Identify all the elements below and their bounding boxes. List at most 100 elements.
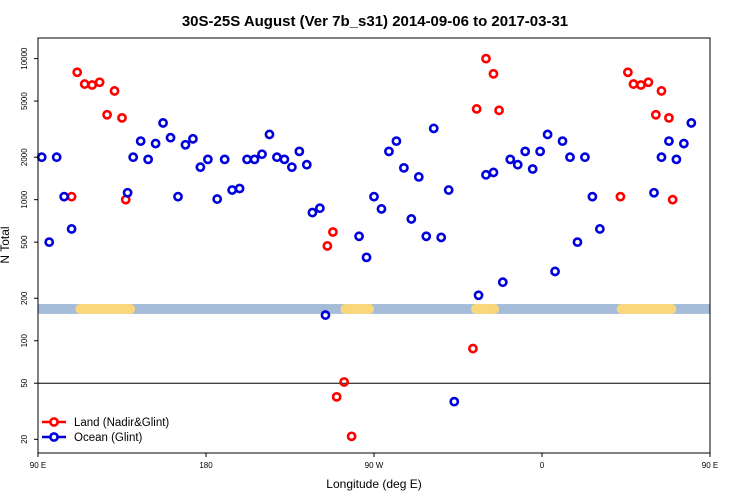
ocean-point [398,162,409,173]
land-point [622,67,633,78]
x-tick-label: 90 E [30,461,46,470]
ocean-point [173,191,183,202]
ocean-point [195,162,206,173]
ocean-point [557,136,568,147]
ocean-point [307,207,318,218]
land-point [102,109,112,120]
land-point [667,194,678,205]
land-point [494,105,504,116]
ocean-point [36,152,47,163]
ocean-point [249,154,260,165]
ocean-point [671,154,682,165]
data-points [36,53,697,442]
y-tick-label: 5000 [20,92,29,110]
land-point [468,343,478,354]
land-point [66,191,77,202]
x-axis-label: Longitude (deg E) [326,477,421,491]
ocean-point [314,203,325,214]
ocean-point [481,169,491,180]
ocean-point [66,224,77,234]
land-point [643,77,654,88]
ocean-point [384,146,394,157]
ocean-point [594,224,605,234]
ocean-point [272,152,282,163]
land-point [79,79,90,89]
ocean-point [286,162,297,173]
ocean-point [678,138,689,149]
ocean-point [413,172,424,182]
band-land-segment [616,304,677,314]
ocean-point [165,132,176,143]
x-tick-label: 90 E [702,461,718,470]
ocean-point [488,167,499,178]
ocean-point [227,185,238,195]
y-tick-label: 2000 [20,148,29,166]
ocean-point [421,231,432,242]
legend: Land (Nadir&Glint) Ocean (Glint) [42,417,169,444]
land-point [650,109,661,120]
y-tick-label: 50 [20,378,29,387]
legend-label: Land (Nadir&Glint) [74,417,169,429]
ocean-point [565,152,575,163]
ocean-point [202,154,213,165]
ocean-point [587,191,598,202]
land-point [664,112,674,123]
ocean-point [527,164,538,174]
ocean-point [512,159,523,170]
ocean-point [649,187,659,198]
ocean-point [264,129,275,140]
ocean-point [188,133,198,144]
land-point [322,241,333,251]
ocean-point [158,118,168,128]
chart-title: 30S-25S August (Ver 7b_s31) 2014-09-06 t… [182,13,568,30]
ocean-point [135,136,146,147]
ocean-point [505,154,516,165]
ocean-point [122,187,133,198]
legend-label: Ocean (Glint) [74,432,143,444]
ocean-point [436,232,447,243]
band-land-segment [340,304,374,314]
ocean-point [234,183,245,194]
ocean-point [580,152,590,163]
band-land-segment [75,304,136,314]
ocean-point [406,214,417,224]
ocean-point [212,194,223,204]
x-tick-label: 180 [199,461,213,470]
land-point [471,104,482,114]
land-point [87,80,98,90]
y-axis: 20 50 100 200 500 1000 2000 5000 10000 [20,47,38,444]
ocean-point [128,152,139,163]
ocean-point [369,191,379,202]
land-point [339,377,350,387]
ocean-point [279,154,290,165]
y-tick-label: 10000 [20,47,29,70]
legend-marker [49,432,59,442]
land-point [488,68,499,79]
x-axis: 90 E 180 90 W 0 90 E [30,453,718,470]
ocean-point [391,136,402,147]
ocean-point [361,252,372,263]
land-point [481,53,491,64]
ocean-point [180,139,191,150]
ocean-point [473,290,484,301]
ocean-point [51,152,62,163]
ocean-point [656,152,667,163]
land-point [636,80,646,90]
land-point [94,77,105,88]
ocean-point [497,277,508,288]
ocean-point [242,154,252,165]
y-tick-label: 500 [20,235,29,249]
land-point [72,67,83,78]
ocean-point [257,149,267,160]
land-point [109,86,120,96]
ocean-point [219,154,230,165]
ocean-point [294,146,305,157]
land-point [328,227,338,237]
land-point [615,191,626,202]
ocean-point [686,118,697,128]
ocean-point [428,123,439,134]
ocean-point [376,204,387,214]
land-point [656,86,667,96]
ocean-point [301,159,312,170]
